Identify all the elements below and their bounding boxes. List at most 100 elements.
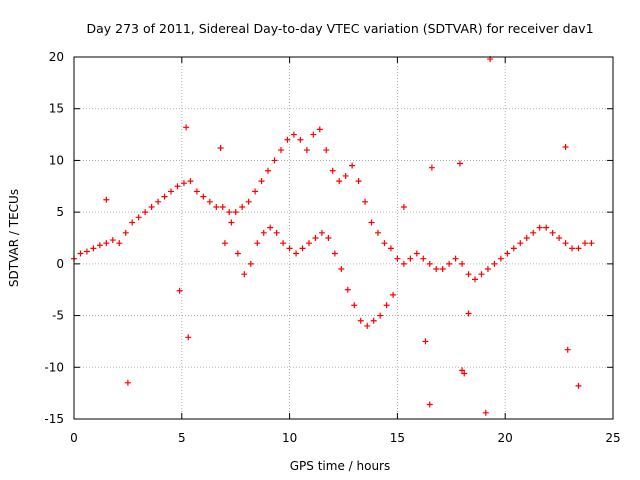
data-point — [562, 240, 569, 247]
data-point — [387, 245, 394, 252]
data-point — [331, 250, 338, 257]
data-point — [323, 147, 330, 154]
data-point — [357, 317, 364, 324]
data-point — [370, 317, 377, 324]
x-tick-label: 15 — [390, 431, 405, 445]
y-tick-label: 20 — [49, 50, 64, 64]
data-point — [575, 382, 582, 389]
data-point — [271, 157, 278, 164]
y-tick-label: -5 — [52, 309, 64, 323]
data-point — [452, 255, 459, 262]
data-point — [374, 229, 381, 236]
data-point — [299, 245, 306, 252]
series-sdtvar — [71, 126, 595, 283]
data-point — [290, 131, 297, 138]
grid — [74, 57, 613, 419]
series-sdtvar-second-branch — [221, 219, 397, 329]
data-point — [174, 183, 181, 190]
data-point — [267, 224, 274, 231]
data-point — [383, 302, 390, 309]
series-outliers — [103, 56, 582, 416]
data-point — [129, 219, 136, 226]
data-point — [103, 196, 110, 203]
data-point — [400, 203, 407, 210]
data-point — [368, 219, 375, 226]
data-point — [258, 178, 265, 185]
data-point — [482, 409, 489, 416]
data-point — [459, 367, 466, 374]
data-point — [252, 188, 259, 195]
y-axis-label: SDTVAR / TECUs — [7, 189, 21, 287]
data-point — [265, 167, 272, 174]
data-point — [217, 145, 224, 152]
data-point — [478, 271, 485, 278]
data-point — [338, 266, 345, 273]
data-point — [426, 401, 433, 408]
data-point — [77, 250, 84, 257]
data-point — [422, 338, 429, 345]
data-point — [221, 240, 228, 247]
data-point — [517, 240, 524, 247]
data-point — [362, 198, 369, 205]
data-point — [349, 162, 356, 169]
data-point — [316, 126, 323, 133]
data-point — [484, 266, 491, 273]
data-point — [523, 235, 530, 241]
data-points — [71, 56, 595, 416]
data-point — [364, 322, 371, 329]
data-point — [116, 240, 123, 247]
data-point — [193, 188, 200, 195]
data-point — [439, 266, 446, 273]
data-point — [562, 143, 569, 150]
data-point — [241, 271, 248, 278]
data-point — [336, 178, 343, 185]
data-point — [234, 250, 241, 257]
data-point — [456, 160, 463, 167]
data-point — [420, 255, 427, 262]
data-point — [226, 209, 233, 216]
data-point — [122, 229, 129, 236]
data-point — [245, 198, 252, 205]
data-point — [564, 346, 571, 353]
data-point — [96, 242, 103, 249]
data-point — [497, 255, 504, 262]
data-point — [342, 172, 349, 179]
data-point — [286, 245, 293, 252]
data-point — [247, 260, 254, 267]
data-point — [310, 131, 317, 138]
data-point — [124, 379, 131, 386]
data-point — [200, 193, 207, 200]
data-point — [377, 312, 384, 319]
data-point — [530, 229, 537, 236]
x-axis-label: GPS time / hours — [290, 459, 391, 473]
x-tick-label: 0 — [70, 431, 78, 445]
data-point — [303, 147, 310, 154]
y-tick-label: 15 — [49, 102, 64, 116]
data-point — [446, 260, 453, 267]
data-point — [318, 229, 325, 236]
data-point — [355, 178, 362, 185]
x-tick-label: 5 — [178, 431, 186, 445]
data-point — [83, 248, 90, 255]
y-tick-label: -10 — [44, 360, 64, 374]
data-point — [461, 370, 468, 377]
data-point — [344, 286, 351, 293]
data-point — [549, 229, 556, 236]
data-point — [426, 260, 433, 267]
data-point — [588, 240, 595, 247]
data-point — [543, 224, 550, 231]
data-point — [185, 334, 192, 341]
data-point — [228, 219, 235, 226]
chart-title: Day 273 of 2011, Sidereal Day-to-day VTE… — [86, 21, 593, 36]
data-point — [187, 178, 194, 185]
data-point — [284, 136, 291, 143]
data-point — [297, 136, 304, 143]
data-point — [206, 198, 213, 205]
data-point — [428, 164, 435, 171]
data-point — [135, 214, 142, 221]
data-point — [180, 180, 187, 187]
data-point — [465, 310, 472, 317]
data-point — [400, 260, 407, 267]
